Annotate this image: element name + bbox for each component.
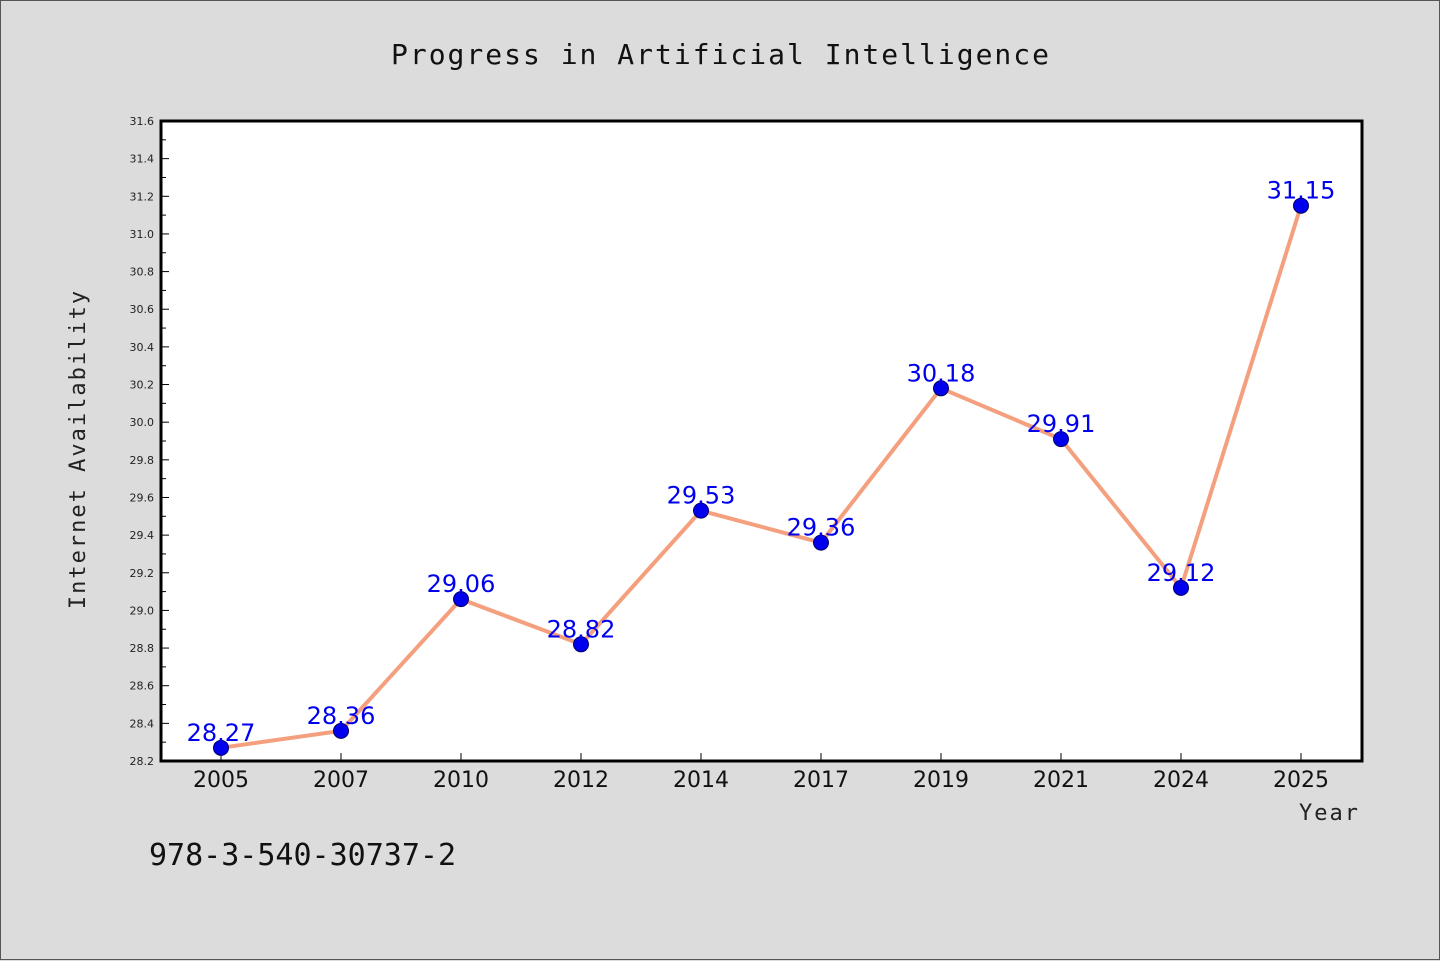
data-point <box>693 502 709 519</box>
data-point <box>933 380 949 397</box>
data-label: 28.27 <box>187 719 256 747</box>
x-axis: 2005 2007 2010 2012 2014 2017 2019 2021 2024 2025 <box>193 753 1329 793</box>
y-tick-label: 31.0 <box>130 228 155 241</box>
y-tick-label: 28.8 <box>130 642 155 655</box>
y-tick-label: 30.6 <box>130 303 155 316</box>
x-tick-label: 2021 <box>1033 768 1089 793</box>
data-label: 28.82 <box>547 615 616 643</box>
data-label: 29.53 <box>667 482 736 510</box>
series-line <box>220 205 1303 750</box>
x-tick-label: 2017 <box>793 768 849 793</box>
y-tick-label: 29.8 <box>130 454 155 467</box>
data-label: 29.06 <box>427 570 496 598</box>
x-axis-label: Year <box>1299 801 1360 826</box>
y-tick-label: 28.6 <box>130 680 155 693</box>
data-point <box>213 739 229 756</box>
y-tick-label: 29.4 <box>130 529 155 542</box>
y-tick-label: 29.0 <box>130 604 155 617</box>
y-tick-label: 30.8 <box>130 266 155 279</box>
data-label: 29.12 <box>1147 559 1216 587</box>
chart-title: Progress in Artificial Intelligence <box>391 38 1051 71</box>
data-labels: 28.27 28.36 29.06 28.82 29.53 29.36 30.18 29.91… <box>187 177 1336 747</box>
data-point <box>813 534 829 551</box>
y-tick-label: 30.4 <box>130 341 155 354</box>
data-point <box>1173 579 1189 596</box>
data-label: 28.36 <box>307 702 376 730</box>
x-tick-label: 2010 <box>433 768 489 793</box>
x-tick-label: 2012 <box>553 768 609 793</box>
series-line-group <box>213 197 1309 756</box>
y-tick-label: 28.2 <box>130 755 155 768</box>
data-label: 30.18 <box>907 359 976 387</box>
data-point <box>1293 197 1309 214</box>
y-tick-label: 29.2 <box>130 567 155 580</box>
y-axis-label: Internet Availability <box>66 289 91 609</box>
x-tick-label: 2025 <box>1273 768 1329 793</box>
data-point <box>1053 431 1069 448</box>
x-tick-label: 2024 <box>1153 768 1209 793</box>
y-tick-label: 31.6 <box>130 115 155 128</box>
x-tick-label: 2014 <box>673 768 729 793</box>
x-tick-label: 2005 <box>193 768 249 793</box>
x-tick-label: 2007 <box>313 768 369 793</box>
y-tick-label: 30.0 <box>130 416 155 429</box>
y-tick-label: 30.2 <box>130 379 155 392</box>
data-point <box>453 591 469 608</box>
x-tick-label: 2019 <box>913 768 969 793</box>
plot-area <box>159 119 1364 763</box>
y-tick-label: 31.2 <box>130 190 155 203</box>
data-label: 31.15 <box>1267 177 1336 205</box>
y-tick-label: 28.4 <box>130 717 155 730</box>
data-point <box>333 722 349 739</box>
data-label: 29.36 <box>787 514 856 542</box>
data-point <box>573 636 589 653</box>
data-label: 29.91 <box>1027 410 1096 438</box>
y-tick-label: 29.6 <box>130 491 155 504</box>
y-tick-label: 31.4 <box>130 153 155 166</box>
y-axis: 28.2 28.4 28.6 28.8 29.0 29.2 29.4 29.6 29.8 30.0… <box>130 115 169 768</box>
isbn-footnote: 978-3-540-30737-2 <box>149 838 456 873</box>
